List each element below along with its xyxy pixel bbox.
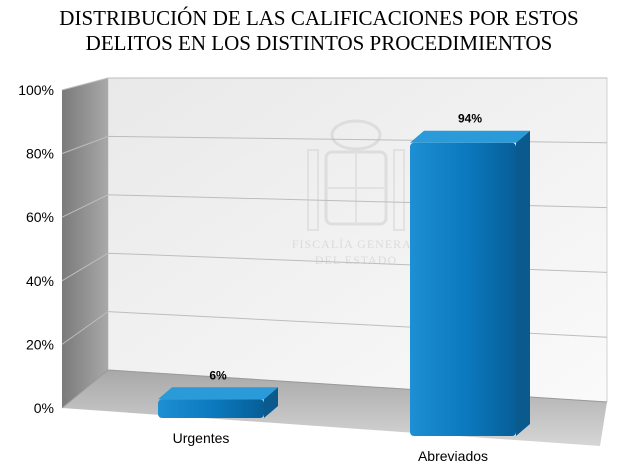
category-label: Urgentes xyxy=(173,430,230,446)
y-tick-label: 40% xyxy=(26,273,54,289)
gridline xyxy=(61,77,607,91)
chart-title: DISTRIBUCIÓN DE LAS CALIFICACIONES POR E… xyxy=(0,6,638,56)
y-tick-label: 80% xyxy=(26,146,54,162)
watermark-line2: DEL ESTADO xyxy=(315,253,397,267)
chart-title-text: DISTRIBUCIÓN DE LAS CALIFICACIONES POR E… xyxy=(59,6,579,55)
y-tick-label: 0% xyxy=(34,400,54,416)
data-label: 6% xyxy=(209,368,227,382)
bar-urgentes xyxy=(158,387,278,418)
watermark-line1: FISCALÍA GENERAL xyxy=(292,237,420,251)
y-tick-label: 20% xyxy=(26,336,54,352)
data-label: 94% xyxy=(458,112,482,126)
watermark-seal: FISCALÍA GENERAL DEL ESTADO xyxy=(292,119,420,267)
y-tick-label: 60% xyxy=(26,209,54,225)
bar-abreviados xyxy=(410,130,530,436)
bars: 6% 94% xyxy=(158,112,530,436)
category-labels: Urgentes Abreviados xyxy=(173,430,488,464)
y-axis-ticks: 0% 20% 40% 60% 80% 100% xyxy=(18,82,54,416)
y-tick-label: 100% xyxy=(18,82,54,98)
side-wall xyxy=(62,78,108,408)
category-label: Abreviados xyxy=(418,448,488,464)
